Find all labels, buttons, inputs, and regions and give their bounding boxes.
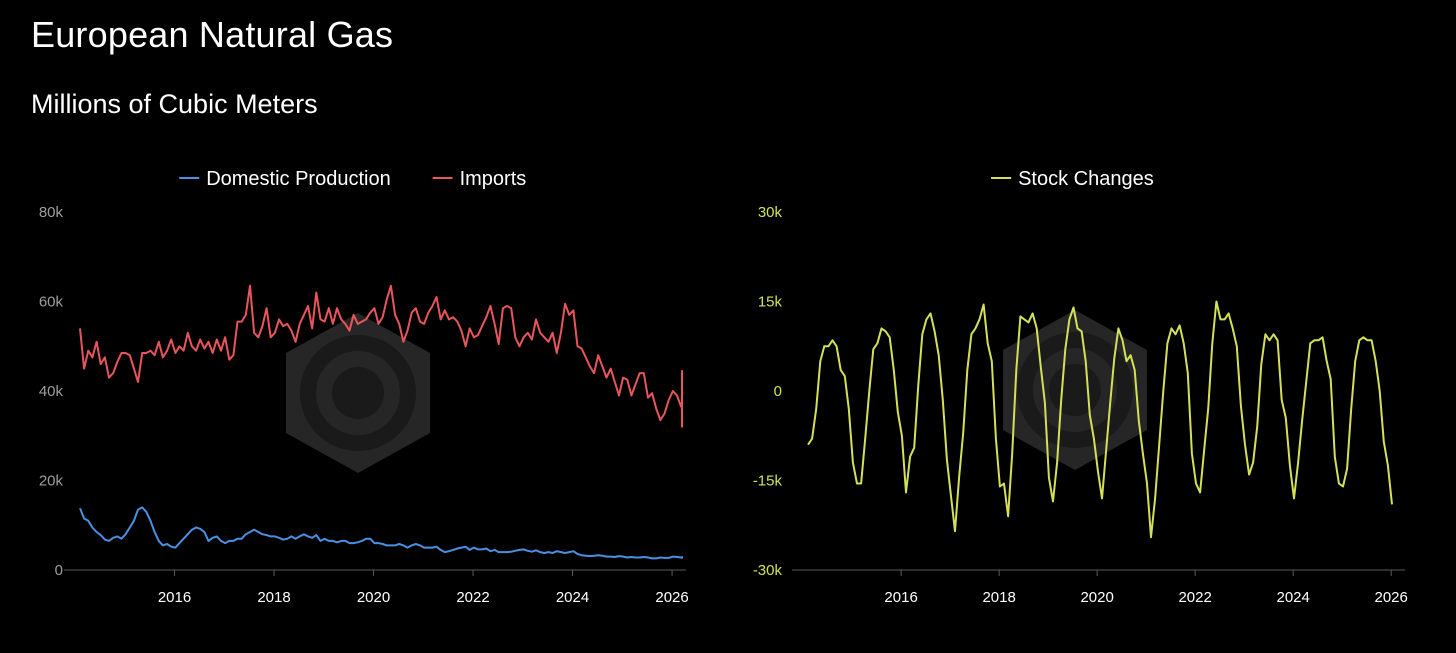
y-tick-label: 60k xyxy=(39,294,64,311)
x-tick-label: 2018 xyxy=(257,589,290,606)
x-tick-label: 2026 xyxy=(655,589,688,606)
y-tick-label: 80k xyxy=(39,204,64,221)
x-tick-label: 2018 xyxy=(982,589,1015,606)
y-tick-label: 0 xyxy=(55,562,63,579)
series-line-stock-changes xyxy=(807,300,1393,539)
x-tick-label: 2020 xyxy=(357,589,390,606)
x-tick-label: 2022 xyxy=(456,589,489,606)
watermark-icon xyxy=(286,313,430,473)
legend-entry: Domestic Production xyxy=(179,168,391,190)
x-tick-label: 2016 xyxy=(884,589,917,606)
y-tick-label: 15k xyxy=(758,294,783,311)
page-title: European Natural Gas xyxy=(31,14,394,55)
watermark-icon xyxy=(1003,310,1147,470)
chart-left: 0 20k 40k 60k 80k 2016 2018 2020 2022 2024 2026 Dom… xyxy=(39,168,689,606)
legend-entry: Imports xyxy=(432,168,527,190)
y-tick-label: -15k xyxy=(753,473,783,490)
x-tick-label: 2022 xyxy=(1178,589,1211,606)
y-tick-label: 0 xyxy=(774,383,782,400)
page-subtitle: Millions of Cubic Meters xyxy=(31,89,318,119)
legend-label: Imports xyxy=(460,168,527,190)
chart-right: -30k -15k 0 15k 30k 2016 2018 2020 2022 2024 2026 S… xyxy=(753,168,1408,606)
y-tick-label: 20k xyxy=(39,473,64,490)
x-tick-label: 2020 xyxy=(1080,589,1113,606)
series-line-domestic-production xyxy=(79,506,683,560)
legend-label: Stock Changes xyxy=(1018,168,1154,190)
y-tick-label: 40k xyxy=(39,383,64,400)
x-tick-label: 2016 xyxy=(158,589,191,606)
x-tick-label: 2026 xyxy=(1375,589,1408,606)
series-line-imports xyxy=(79,284,683,428)
x-tick-label: 2024 xyxy=(1276,589,1309,606)
y-tick-label: -30k xyxy=(753,562,783,579)
legend-entry: Stock Changes xyxy=(991,168,1154,190)
legend-label: Domestic Production xyxy=(206,168,391,190)
x-tick-label: 2024 xyxy=(556,589,589,606)
y-tick-label: 30k xyxy=(758,204,783,221)
